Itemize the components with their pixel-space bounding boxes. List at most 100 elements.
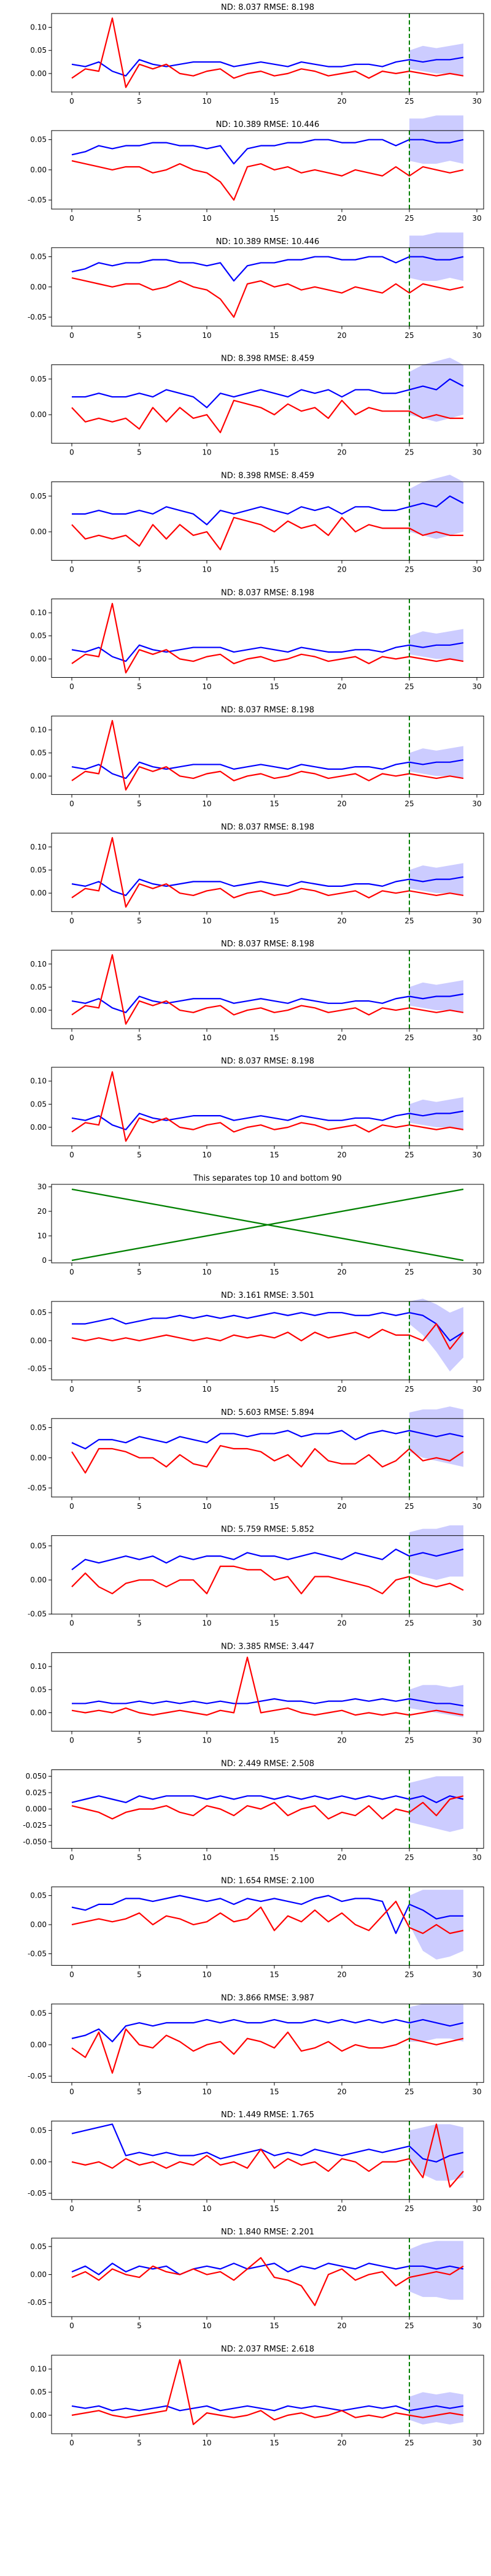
x-tick-label: 15 xyxy=(269,1970,279,1979)
series-line-2 xyxy=(71,1071,464,1142)
x-tick-label: 20 xyxy=(337,2204,346,2213)
x-tick-label: 20 xyxy=(337,1853,346,1862)
confidence-band xyxy=(409,2392,463,2425)
x-tick-label: 20 xyxy=(337,1151,346,1159)
plot-frame xyxy=(51,1886,484,1966)
series-line-1 xyxy=(71,1795,464,1803)
series-line-1 xyxy=(71,2263,464,2275)
y-tick-label: -0.05 xyxy=(28,1949,47,1958)
chart-title: ND: 8.398 RMSE: 8.459 xyxy=(221,355,314,364)
chart-panel-13: ND: 5.603 RMSE: 5.894 0 5 10 15 20 25 30 -0.05 0.… xyxy=(28,1406,484,1511)
confidence-band xyxy=(409,2241,463,2300)
y-tick-label: 0.10 xyxy=(30,23,47,32)
x-tick-label: 30 xyxy=(472,214,481,223)
chart-panel-15: ND: 3.385 RMSE: 3.447 0 5 10 15 20 25 30 0.00 0.0… xyxy=(30,1643,484,1745)
x-tick-label: 30 xyxy=(472,1033,481,1042)
x-tick-label: 15 xyxy=(269,1736,279,1745)
chart-panel-9: ND: 8.037 RMSE: 8.198 0 5 10 15 20 25 30 0.00 0.0… xyxy=(30,940,484,1042)
chart-title: ND: 3.161 RMSE: 3.501 xyxy=(221,1291,314,1300)
y-tick-label: 0.10 xyxy=(30,843,47,851)
y-tick-label: 0.10 xyxy=(30,960,47,968)
series-line-1 xyxy=(71,2405,464,2412)
y-tick-label: 0.00 xyxy=(30,772,47,780)
y-tick-label: 0.00 xyxy=(30,1708,47,1717)
x-tick-label: 0 xyxy=(69,565,74,574)
chart-title: ND: 1.840 RMSE: 2.201 xyxy=(221,2228,314,2237)
series-line-1 xyxy=(71,1548,464,1571)
x-tick-label: 5 xyxy=(137,1853,142,1862)
x-tick-label: 25 xyxy=(404,331,414,340)
series-line-1 xyxy=(71,56,464,77)
series-line-2 xyxy=(71,2257,464,2306)
series-line-1 xyxy=(72,378,464,408)
y-tick-label: 0.05 xyxy=(30,983,47,991)
x-tick-label: 10 xyxy=(202,1151,211,1159)
x-tick-label: 0 xyxy=(69,1385,74,1393)
y-tick-label: 0.00 xyxy=(30,527,47,536)
x-tick-label: 0 xyxy=(69,1619,74,1628)
series-line-1 xyxy=(72,495,464,526)
chart-title: ND: 2.037 RMSE: 2.618 xyxy=(221,2345,314,2354)
series-line-2 xyxy=(71,2028,464,2074)
x-tick-label: 0 xyxy=(69,1736,74,1745)
y-tick-label: 0.00 xyxy=(30,69,47,78)
x-tick-label: 30 xyxy=(472,799,481,808)
chart-panel-2: ND: 10.389 RMSE: 10.446 0 5 10 15 20 25 30 -0.05… xyxy=(28,115,484,223)
x-tick-label: 10 xyxy=(202,916,211,925)
y-tick-label: 0.00 xyxy=(30,1920,47,1929)
plot-frame xyxy=(51,1184,484,1263)
x-tick-label: 15 xyxy=(269,1502,279,1511)
x-tick-label: 10 xyxy=(202,1033,211,1042)
chart-panel-19: ND: 1.449 RMSE: 1.765 0 5 10 15 20 25 30 -0.05 0.… xyxy=(28,2110,484,2213)
y-tick-label: 0.00 xyxy=(30,410,47,419)
x-tick-label: 5 xyxy=(137,1385,142,1393)
plot-frame xyxy=(51,364,484,444)
x-tick-label: 30 xyxy=(472,1736,481,1745)
y-tick-label: 0.05 xyxy=(30,375,47,383)
x-tick-label: 15 xyxy=(269,683,279,691)
plot-frame xyxy=(51,2003,484,2083)
x-tick-label: 25 xyxy=(404,683,414,691)
series-line-2 xyxy=(71,1188,464,1262)
series-line-2 xyxy=(71,516,463,551)
y-tick-label: 0.10 xyxy=(30,726,47,734)
y-tick-label: 0.00 xyxy=(30,889,47,897)
chart-title: ND: 3.866 RMSE: 3.987 xyxy=(221,1993,314,2003)
x-tick-label: 10 xyxy=(202,97,211,105)
chart-panel-7: ND: 8.037 RMSE: 8.198 0 5 10 15 20 25 30 0.00 0.0… xyxy=(30,705,484,808)
x-tick-label: 25 xyxy=(404,1853,414,1862)
y-tick-label: 0.05 xyxy=(30,2242,47,2251)
confidence-band xyxy=(409,1685,463,1718)
x-tick-label: 20 xyxy=(337,2439,346,2447)
x-tick-label: 30 xyxy=(472,1385,481,1393)
x-tick-label: 5 xyxy=(137,2087,142,2096)
x-tick-label: 10 xyxy=(202,1619,211,1628)
series-line-2 xyxy=(71,1445,464,1474)
x-tick-label: 10 xyxy=(202,799,211,808)
x-tick-label: 15 xyxy=(269,448,279,457)
chart-panel-3: ND: 10.389 RMSE: 10.446 0 5 10 15 20 25 30 -0.05… xyxy=(28,232,484,340)
series-line-2 xyxy=(71,719,464,791)
x-tick-label: 15 xyxy=(269,1385,279,1393)
x-tick-label: 5 xyxy=(137,1268,142,1276)
x-tick-label: 20 xyxy=(337,799,346,808)
x-tick-label: 5 xyxy=(137,2439,142,2447)
x-tick-label: 25 xyxy=(404,1151,414,1159)
x-tick-label: 15 xyxy=(269,916,279,925)
x-tick-label: 25 xyxy=(404,565,414,574)
series-line-2 xyxy=(71,277,464,318)
x-tick-label: 5 xyxy=(137,565,142,574)
chart-title: ND: 8.037 RMSE: 8.198 xyxy=(221,1057,314,1066)
x-tick-label: 30 xyxy=(472,1151,481,1159)
chart-panel-1: ND: 8.037 RMSE: 8.198 0 5 10 15 20 25 30 0.00 0.0… xyxy=(30,3,484,105)
x-tick-label: 15 xyxy=(269,799,279,808)
y-tick-label: 0.10 xyxy=(30,1662,47,1671)
y-tick-label: -0.05 xyxy=(28,1365,47,1373)
x-tick-label: 5 xyxy=(137,1502,142,1511)
x-tick-label: 10 xyxy=(202,1502,211,1511)
series-line-1 xyxy=(71,256,464,282)
y-tick-label: 0.05 xyxy=(30,46,47,55)
y-tick-label: 0.00 xyxy=(30,1336,47,1345)
x-tick-label: 30 xyxy=(472,683,481,691)
